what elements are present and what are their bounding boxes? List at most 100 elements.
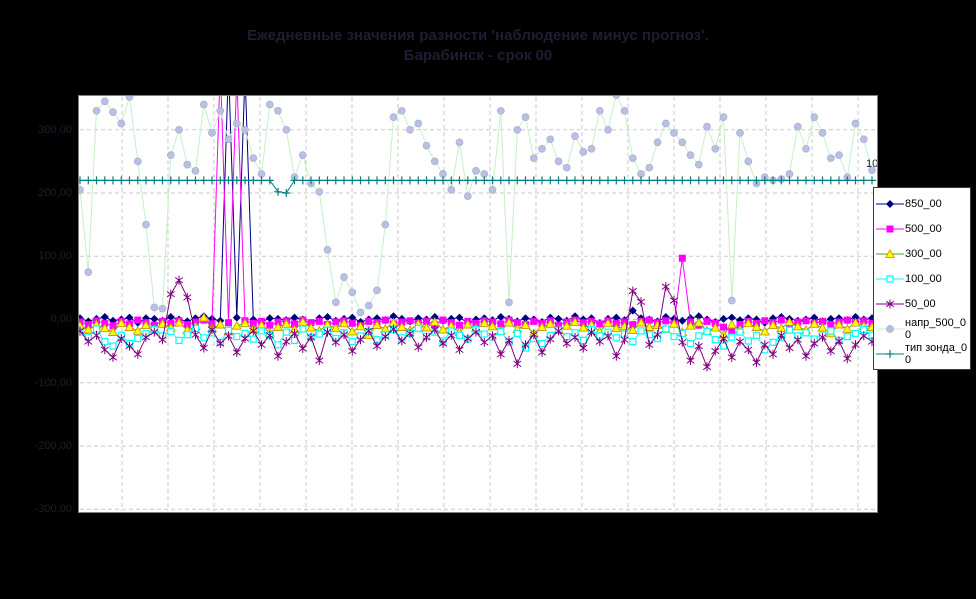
marker-circle <box>694 160 703 169</box>
marker-circle <box>381 220 390 229</box>
marker-square <box>720 323 727 331</box>
marker-triangle <box>520 320 531 330</box>
marker-square <box>513 319 521 327</box>
marker-diamond <box>348 313 357 322</box>
marker-square-open <box>315 330 323 338</box>
marker-star <box>529 330 538 340</box>
marker-circle <box>406 125 414 134</box>
marker-square-open <box>662 325 670 333</box>
marker-star <box>554 326 563 336</box>
marker-plus <box>488 176 497 185</box>
marker-star <box>546 334 555 344</box>
marker-diamond <box>612 313 621 322</box>
marker-star <box>216 339 225 348</box>
marker-circle <box>727 296 736 305</box>
marker-circle <box>117 119 126 128</box>
marker-triangle <box>767 320 779 330</box>
marker-circle <box>744 157 753 166</box>
marker-square-open <box>134 334 142 343</box>
marker-plus <box>777 176 786 185</box>
marker-star <box>273 351 283 361</box>
marker-square-open <box>645 331 653 339</box>
marker-square-open <box>183 331 191 339</box>
marker-plus <box>868 176 876 185</box>
series-850_00 <box>79 96 876 328</box>
marker-circle <box>554 157 563 166</box>
marker-plus <box>166 176 175 185</box>
marker-circle <box>595 106 604 115</box>
marker-square-open <box>249 335 257 343</box>
marker-plus <box>142 176 150 185</box>
marker-circle <box>92 106 101 115</box>
marker-plus <box>92 176 101 185</box>
marker-circle <box>373 286 381 295</box>
marker-diamond <box>166 313 175 321</box>
marker-star <box>84 337 93 347</box>
marker-diamond <box>232 313 241 322</box>
marker-square-open <box>851 329 860 337</box>
legend-item-напр_500_00: напр_500_00 <box>875 316 969 341</box>
marker-circle <box>249 154 258 163</box>
marker-square-open <box>167 327 175 336</box>
marker-star <box>686 356 695 366</box>
marker-circle <box>447 186 456 194</box>
marker-star <box>405 328 415 338</box>
marker-triangle <box>297 316 308 326</box>
marker-triangle <box>83 324 94 334</box>
marker-circle <box>802 144 810 153</box>
marker-circle <box>645 163 654 172</box>
marker-plus <box>364 176 373 185</box>
marker-star <box>117 334 126 343</box>
gridlines <box>80 97 876 511</box>
marker-triangle <box>759 326 770 336</box>
series-line <box>79 96 873 314</box>
marker-plus <box>785 176 794 185</box>
marker-plus <box>100 176 109 185</box>
marker-plus <box>711 176 720 185</box>
legend-item-label: 50_00 <box>905 297 936 310</box>
marker-circle <box>315 187 324 196</box>
chart-title-line2: Барабинск - срок 00 <box>403 47 553 64</box>
marker-plus <box>851 176 860 185</box>
marker-circle <box>513 125 522 134</box>
marker-plus <box>760 176 769 185</box>
marker-circle <box>835 151 843 159</box>
marker-circle <box>472 167 480 175</box>
chart-legend: 850_00 500_00 300_00 100_00 50_00 напр_500_00… <box>873 187 971 370</box>
marker-plus <box>257 176 266 185</box>
marker-triangle <box>842 323 853 333</box>
marker-circle <box>84 268 93 276</box>
marker-plus <box>232 176 241 185</box>
marker-star <box>125 341 134 351</box>
marker-square-open <box>200 334 208 342</box>
marker-triangle <box>668 318 680 328</box>
marker-square-open <box>703 327 711 336</box>
marker-plus <box>480 176 489 185</box>
marker-star <box>595 337 604 347</box>
marker-star <box>628 286 637 296</box>
marker-square-open <box>843 333 851 341</box>
marker-square-open <box>175 336 183 344</box>
marker-plus <box>694 176 703 185</box>
marker-plus <box>208 176 216 185</box>
marker-star <box>488 331 497 341</box>
marker-circle <box>529 154 538 163</box>
y-axis-tick-label: -200,00 <box>34 439 72 452</box>
marker-star <box>447 330 456 340</box>
marker-square <box>819 317 826 325</box>
marker-circle <box>389 113 398 121</box>
y-axis-tick-label: -100,00 <box>34 376 72 389</box>
marker-circle <box>670 129 678 137</box>
marker-star <box>537 347 547 357</box>
marker-circle <box>703 122 711 131</box>
marker-square-open <box>744 337 752 345</box>
marker-plus <box>422 176 431 185</box>
marker-triangle <box>693 317 704 327</box>
series-тип зонда_00 <box>79 176 876 197</box>
marker-star <box>430 325 439 335</box>
marker-circle <box>868 166 876 175</box>
marker-plus <box>886 349 894 358</box>
plot-area <box>78 95 878 513</box>
marker-plus <box>133 176 142 185</box>
marker-star <box>810 339 819 348</box>
